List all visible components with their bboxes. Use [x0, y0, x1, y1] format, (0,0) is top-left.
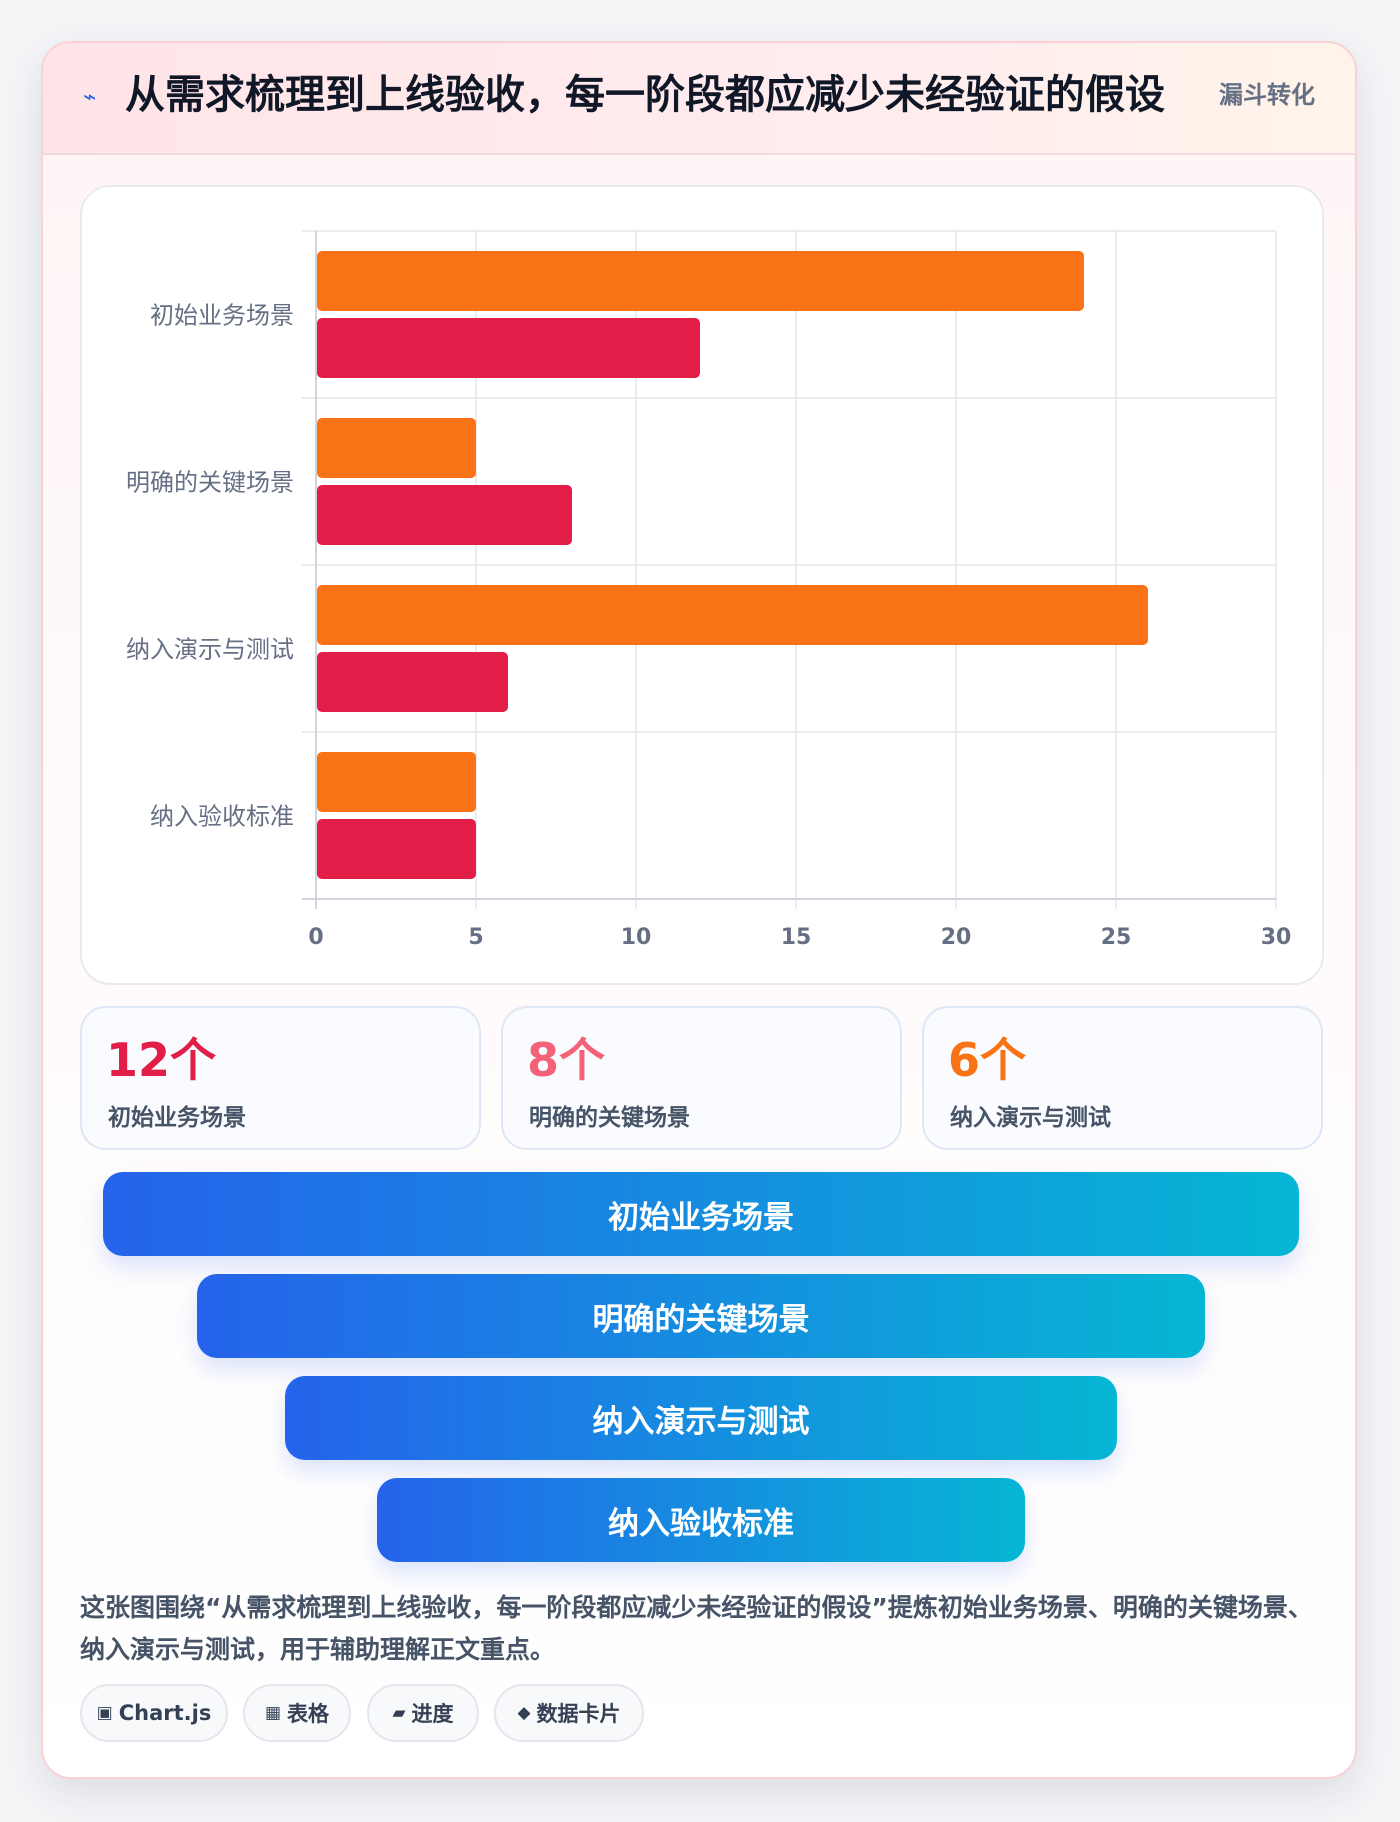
caption-text: 这张图围绕“从需求梳理到上线验收，每一阶段都应减少未经验证的假设”提炼初始业务场…: [80, 1593, 1313, 1664]
stat-card-key: 8个 明确的关键场景: [501, 1006, 902, 1150]
stat-label: 初始业务场景: [108, 1105, 246, 1131]
category-badge: 漏斗转化: [1219, 81, 1315, 109]
card-header: ⌁ 从需求梳理到上线验收，每一阶段都应减少未经验证的假设 漏斗转化: [43, 43, 1355, 155]
tag-progress[interactable]: ▰ 进度: [367, 1684, 479, 1742]
stat-value: 8个: [527, 1033, 606, 1087]
stat-card-initial: 12个 初始业务场景: [80, 1006, 481, 1150]
y-category-label: 明确的关键场景: [126, 469, 294, 497]
bar-orange: [317, 418, 476, 478]
bar-orange: [317, 752, 476, 812]
tag-label: 数据卡片: [536, 1702, 621, 1726]
data-card-icon: ◆: [517, 1703, 531, 1723]
bar-orange: [317, 251, 1084, 311]
x-tick-label: 10: [621, 925, 652, 950]
tag-chartjs[interactable]: ▣ Chart.js: [80, 1684, 228, 1742]
progress-icon: ▰: [392, 1703, 406, 1723]
tag-table[interactable]: ▦ 表格: [243, 1684, 351, 1742]
infographic-card: ⌁ 从需求梳理到上线验收，每一阶段都应减少未经验证的假设 漏斗转化 0 5 10 15…: [41, 41, 1357, 1779]
funnel-stage-3: 纳入演示与测试: [285, 1376, 1117, 1460]
funnel-stage-1: 初始业务场景: [103, 1172, 1299, 1256]
chart-icon: ▣: [96, 1703, 113, 1723]
x-tick-label: 0: [308, 925, 323, 950]
funnel-stage-4: 纳入验收标准: [377, 1478, 1025, 1562]
page-title: 从需求梳理到上线验收，每一阶段都应减少未经验证的假设: [125, 72, 1165, 118]
table-icon: ▦: [264, 1703, 282, 1723]
tag-label: Chart.js: [118, 1701, 212, 1725]
tag-label: 进度: [411, 1702, 454, 1726]
bar-red: [317, 318, 700, 378]
tag-data-card[interactable]: ◆ 数据卡片: [494, 1684, 644, 1742]
x-tick-label: 25: [1101, 925, 1132, 950]
x-tick-label: 15: [781, 925, 812, 950]
bar-red: [317, 652, 508, 712]
x-tick-label: 20: [941, 925, 972, 950]
y-category-label: 纳入验收标准: [150, 803, 294, 831]
lightning-icon: ⌁: [83, 85, 97, 110]
x-tick-label: 30: [1261, 925, 1292, 950]
x-tick-label: 5: [468, 925, 483, 950]
bar-orange: [317, 585, 1148, 645]
stat-value: 6个: [948, 1033, 1027, 1087]
stat-label: 纳入演示与测试: [950, 1105, 1111, 1131]
bar-chart-panel: 0 5 10 15 20 25 30 初始业务场景明确的关键场景 纳入演示与测试纳入验收标准: [80, 185, 1324, 985]
stat-value: 12个: [106, 1033, 217, 1087]
stat-label: 明确的关键场景: [529, 1105, 690, 1131]
y-category-label: 初始业务场景: [150, 302, 294, 330]
y-category-label: 纳入演示与测试: [126, 636, 294, 664]
bar-red: [317, 819, 476, 879]
funnel-stage-2: 明确的关键场景: [197, 1274, 1205, 1358]
tag-label: 表格: [287, 1702, 330, 1726]
stat-card-demo: 6个 纳入演示与测试: [922, 1006, 1323, 1150]
bar-red: [317, 485, 572, 545]
